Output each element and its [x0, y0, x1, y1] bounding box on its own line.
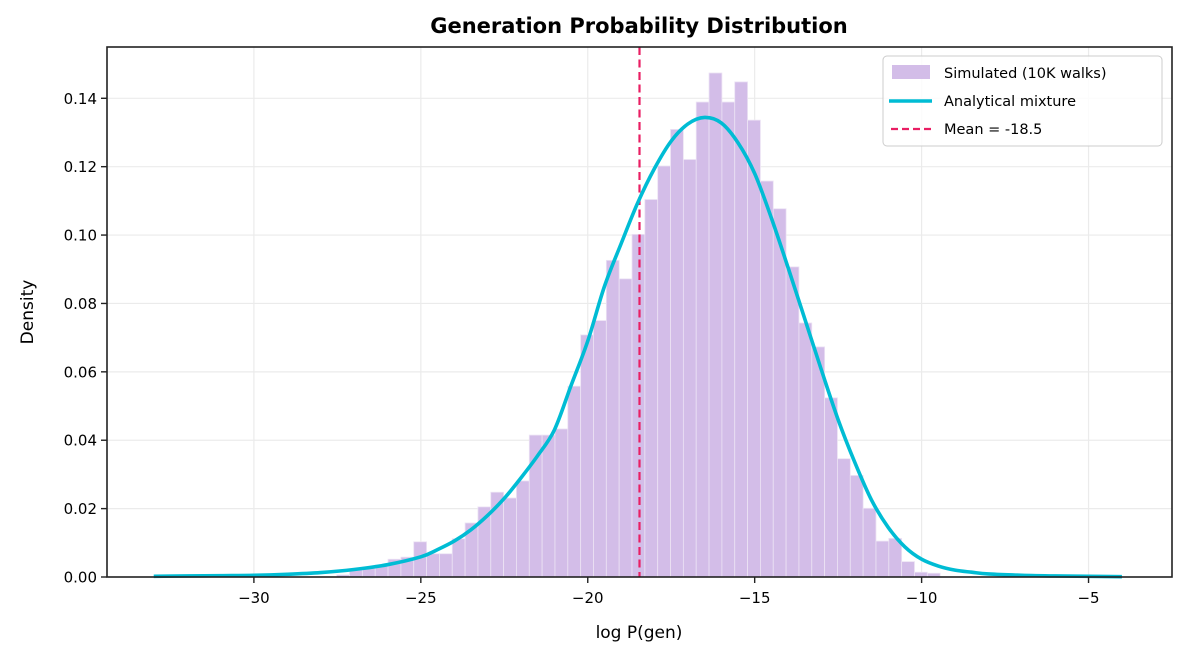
plot-frame	[106, 46, 1173, 578]
chart-title: Generation Probability Distribution	[430, 14, 848, 38]
histogram-bar	[760, 180, 774, 578]
histogram-bar	[554, 428, 569, 578]
x-tick-label: −30	[238, 589, 270, 607]
legend: Simulated (10K walks) Analytical mixture…	[882, 55, 1163, 147]
legend-box	[882, 55, 1163, 147]
histogram-bar	[503, 497, 517, 578]
legend-label-mean: Mean = -18.5	[944, 122, 1042, 138]
y-tick-label: 0.10	[64, 227, 97, 245]
histogram-bar	[567, 385, 582, 578]
histogram-bar	[785, 266, 800, 578]
histogram-bar	[670, 129, 684, 578]
x-tick-label: −5	[1077, 589, 1099, 607]
legend-histogram-swatch	[892, 65, 930, 79]
histogram-bar	[541, 434, 556, 578]
histogram-bar	[849, 475, 864, 578]
y-tick-label: 0.02	[64, 500, 97, 518]
histogram-bar	[657, 165, 671, 578]
histogram-bar	[426, 553, 440, 578]
y-tick-label: 0.12	[64, 158, 97, 176]
histogram-bar	[593, 320, 607, 578]
y-axis-label: Density	[18, 280, 38, 345]
histogram-bar	[516, 480, 530, 578]
histogram-bar	[695, 101, 710, 578]
x-tick-label: −15	[739, 589, 771, 607]
histogram-bar	[798, 322, 813, 578]
y-tick-label: 0.00	[64, 569, 97, 587]
x-tick-label: −10	[906, 589, 938, 607]
histogram-bar	[644, 199, 659, 578]
x-axis-label: log P(gen)	[596, 623, 683, 643]
histogram-bar	[875, 540, 890, 578]
histogram-bar	[837, 458, 851, 578]
axes-frame	[106, 46, 1173, 578]
legend-label-histogram: Simulated (10K walks)	[944, 66, 1107, 82]
y-tick-label: 0.04	[64, 432, 97, 450]
histogram-bar	[618, 278, 633, 578]
x-tick-label: −20	[572, 589, 604, 607]
histogram-bar	[451, 538, 466, 578]
y-tick-label: 0.08	[64, 295, 97, 313]
y-axis-ticks: 0.00 0.02 0.04 0.06 0.08 0.10 0.12 0.14	[64, 90, 107, 587]
histogram-bar	[605, 259, 620, 578]
y-tick-label: 0.14	[64, 90, 97, 108]
histogram-bar	[824, 397, 838, 578]
x-axis-ticks: −30 −25 −20 −15 −10 −5	[238, 577, 1100, 607]
analytical-curve-group	[153, 115, 1122, 579]
histogram-bar	[901, 561, 915, 578]
histogram-bar	[439, 553, 453, 578]
histogram-bar	[862, 507, 877, 578]
legend-label-curve: Analytical mixture	[944, 94, 1076, 110]
y-tick-label: 0.06	[64, 363, 97, 381]
histogram-bar	[772, 208, 787, 578]
x-tick-label: −25	[405, 589, 437, 607]
histogram-bar	[708, 72, 723, 578]
histogram-bar	[747, 119, 761, 578]
histogram-bar	[721, 101, 736, 578]
histogram-bar	[682, 159, 697, 578]
analytical-curve	[153, 115, 1122, 579]
histogram-bar	[580, 334, 594, 578]
histogram-bar	[811, 346, 826, 578]
